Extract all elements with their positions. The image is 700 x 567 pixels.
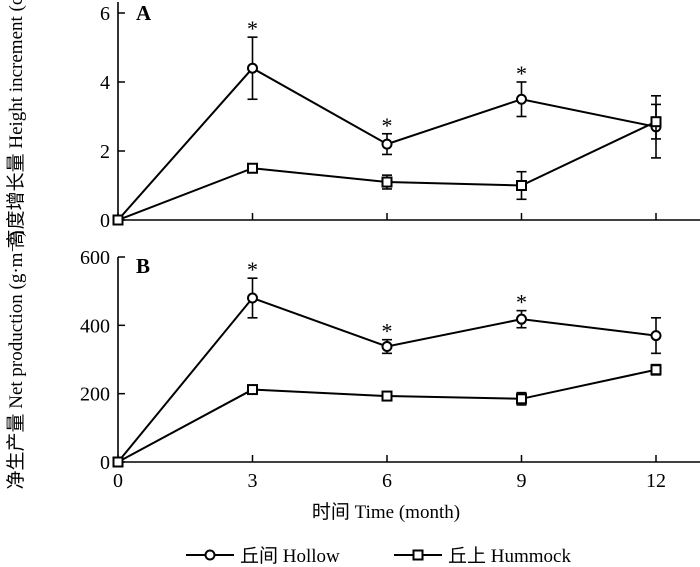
x-tick-label: 6 xyxy=(382,470,392,492)
hollow-marker xyxy=(516,93,527,105)
significance-mark: * xyxy=(516,61,527,86)
y-tick-label: 4 xyxy=(100,72,110,94)
y-tick-label: 0 xyxy=(100,452,110,474)
hummock-marker xyxy=(247,162,258,174)
legend-hollow-label: 丘间 Hollow xyxy=(240,545,340,567)
legend-hummock-marker xyxy=(412,549,424,561)
panel-b-y-axis-label: 净生产量 Net production (g·m⁻²) xyxy=(5,231,27,490)
significance-mark: * xyxy=(516,290,527,315)
series-line-hummock xyxy=(117,368,657,463)
hummock-marker xyxy=(516,180,527,191)
hummock-marker xyxy=(381,390,393,402)
legend-hollow-marker xyxy=(204,549,216,561)
panel-b-series xyxy=(112,277,662,468)
legend: 丘间 Hollow 丘上 Hummock xyxy=(186,545,571,567)
hummock-marker xyxy=(112,214,124,226)
hollow-marker xyxy=(381,138,393,150)
hummock-marker xyxy=(381,176,393,188)
panel-b-y-ticks: 0 200 400 600 xyxy=(80,247,125,474)
x-axis-label: 时间 Time (month) xyxy=(312,501,460,523)
hummock-marker xyxy=(516,393,527,405)
panel-a-series xyxy=(112,36,662,226)
y-tick-label: 600 xyxy=(80,247,110,269)
hummock-marker xyxy=(112,456,124,468)
hollow-marker xyxy=(247,62,258,74)
legend-item-hummock: 丘上 Hummock xyxy=(394,545,571,567)
hollow-marker xyxy=(247,292,258,304)
panel-a-significance: * * * xyxy=(247,16,527,138)
legend-hummock-label: 丘上 Hummock xyxy=(448,545,571,567)
legend-item-hollow: 丘间 Hollow xyxy=(186,545,340,567)
panel-a-label: A xyxy=(136,1,152,25)
significance-mark: * xyxy=(382,319,393,344)
y-tick-label: 400 xyxy=(80,315,110,337)
panel-b-axes xyxy=(117,257,700,463)
x-tick-label: 0 xyxy=(113,470,123,492)
panel-a-y-axis-label: 高度增长量 Height increment (cm) xyxy=(5,0,27,248)
panel-b: B 净生产量 Net production (g·m⁻²) 0200400600… xyxy=(5,231,700,523)
panel-a: A 高度增长量 Height increment (cm) 0 2 4 6 * * * xyxy=(5,0,700,248)
x-tick-label: 3 xyxy=(248,470,258,492)
hummock-marker xyxy=(650,364,662,376)
panel-b-significance: * * * xyxy=(247,257,527,344)
panel-a-y-ticks: 0 2 4 6 xyxy=(100,3,125,232)
panel-a-x-ticks xyxy=(117,213,657,220)
significance-mark: * xyxy=(247,257,258,282)
panel-b-x-ticks: 0 3 6 9 12 xyxy=(113,455,666,492)
hollow-marker xyxy=(650,330,662,342)
y-tick-label: 0 xyxy=(100,210,110,232)
hummock-marker xyxy=(650,116,662,128)
significance-mark: * xyxy=(247,16,258,41)
significance-mark: * xyxy=(382,113,393,138)
y-tick-label: 200 xyxy=(80,384,110,406)
y-tick-label: 2 xyxy=(100,141,110,163)
x-tick-label: 12 xyxy=(646,470,666,492)
panel-b-label: B xyxy=(136,254,150,278)
hollow-marker xyxy=(516,313,527,325)
hollow-marker xyxy=(381,341,393,353)
x-tick-label: 9 xyxy=(517,470,527,492)
y-tick-label: 6 xyxy=(100,3,110,25)
hummock-marker xyxy=(247,384,258,396)
